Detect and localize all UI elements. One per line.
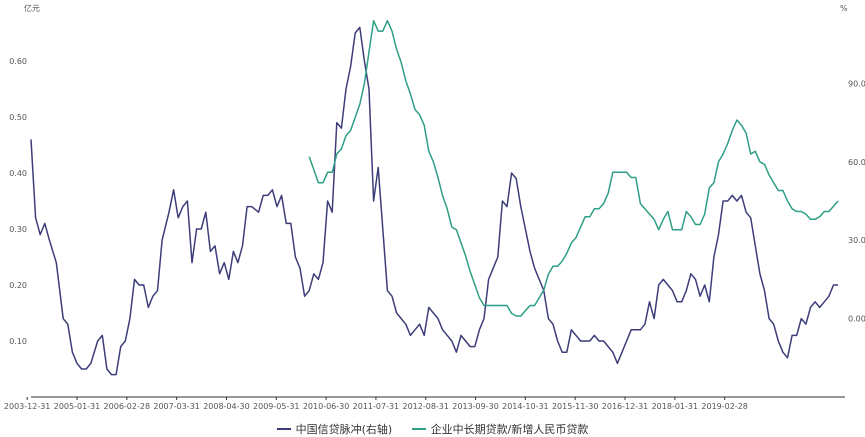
x-tick-label: 2003-12-31 xyxy=(4,402,51,411)
left-axis-ticks: 0.10 0.20 0.30 0.40 0.50 0.60 xyxy=(9,57,27,346)
x-tick-label: 2007-03-31 xyxy=(153,402,200,411)
y-right-tick-label: 60.00 xyxy=(848,158,865,167)
y-left-tick-label: 0.10 xyxy=(9,337,27,346)
x-tick-label: 2010-06-30 xyxy=(303,402,350,411)
x-tick-label: 2012-08-31 xyxy=(402,402,449,411)
legend-swatch-long-term-loan-ratio xyxy=(411,428,426,430)
y-left-tick-label: 0.30 xyxy=(9,225,27,234)
y-left-tick-label: 0.60 xyxy=(9,57,27,66)
legend-label-long-term-loan-ratio: 企业中长期贷款/新增人民币贷款 xyxy=(430,423,589,436)
x-tick-label: 2008-04-30 xyxy=(203,402,250,411)
y-left-tick-label: 0.20 xyxy=(9,281,27,290)
y-right-tick-label: 30.00 xyxy=(848,236,865,245)
x-tick-label: 2019-02-28 xyxy=(701,402,748,411)
x-tick-label: 2011-07-31 xyxy=(353,402,400,411)
x-tick-label: 2013-09-30 xyxy=(452,402,499,411)
x-tick-label: 2005-01-31 xyxy=(54,402,101,411)
left-axis-unit: 亿元 xyxy=(24,3,40,13)
legend-label-credit-impulse: 中国信贷脉冲(右轴) xyxy=(295,423,393,436)
legend-swatch-credit-impulse xyxy=(276,428,291,430)
legend: 中国信贷脉冲(右轴) 企业中长期贷款/新增人民币贷款 xyxy=(0,420,865,437)
x-tick-label: 2015-11-30 xyxy=(552,402,599,411)
y-left-tick-label: 0.40 xyxy=(9,169,27,178)
x-axis-ticks: 2003-12-31 2005-01-31 2006-02-28 2007-03-31… xyxy=(4,397,748,411)
x-tick-label: 2018-01-31 xyxy=(652,402,699,411)
x-tick-label: 2009-05-31 xyxy=(253,402,300,411)
x-tick-label: 2006-02-28 xyxy=(104,402,151,411)
series-long-term-loan-ratio-line xyxy=(308,19,839,317)
y-right-tick-label: 90.00 xyxy=(848,79,865,88)
right-axis-ticks: 0.00 30.00 60.00 90.00 xyxy=(848,79,865,323)
legend-item-credit-impulse[interactable]: 中国信贷脉冲(右轴) xyxy=(276,421,393,437)
y-left-tick-label: 0.50 xyxy=(9,113,27,122)
legend-item-long-term-loan-ratio[interactable]: 企业中长期贷款/新增人民币贷款 xyxy=(411,421,589,437)
line-chart: 亿元 % 0.10 0.20 0.30 0.40 0.50 0.60 0.00 30.00 6… xyxy=(4,3,865,411)
x-tick-label: 2014-10-31 xyxy=(502,402,549,411)
y-right-tick-label: 0.00 xyxy=(848,315,865,324)
x-tick-label: 2016-12-31 xyxy=(602,402,649,411)
series-credit-impulse-line xyxy=(30,26,839,376)
right-axis-unit: % xyxy=(840,4,848,13)
